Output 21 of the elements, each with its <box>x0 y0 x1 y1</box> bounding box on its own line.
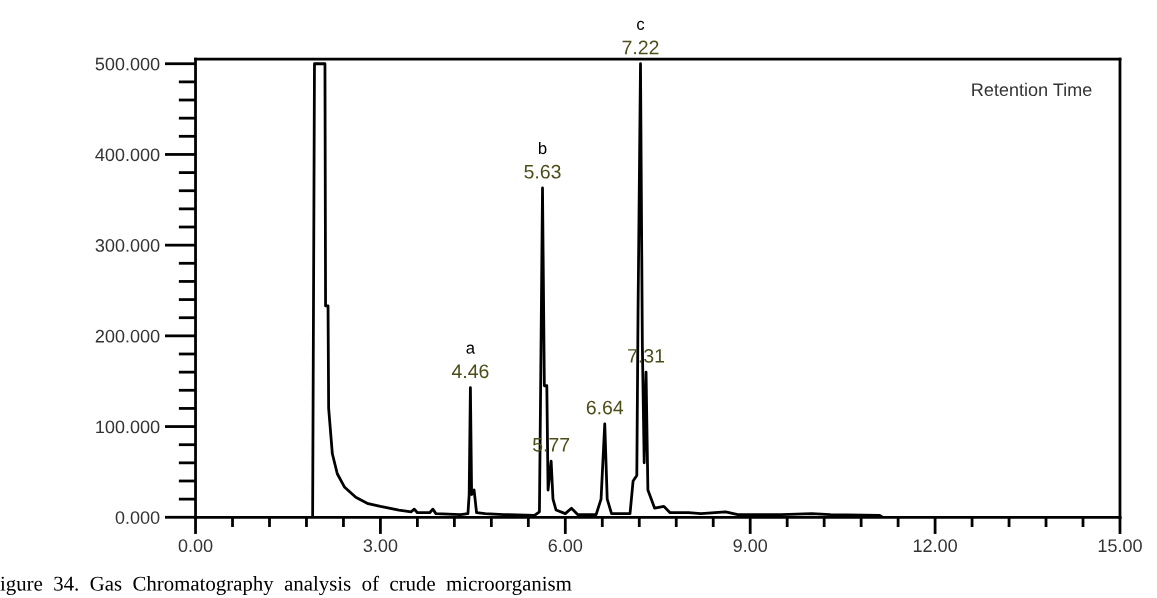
y-tick-label: 300.000 <box>95 239 160 252</box>
x-tick-label: 12.00 <box>913 539 957 553</box>
y-tick-label: 0.000 <box>115 511 160 524</box>
annotation: b <box>538 141 547 155</box>
annotation: 7.22 <box>622 40 659 55</box>
annotation: 6.64 <box>586 400 624 415</box>
annotation: c <box>637 20 645 30</box>
x-tick-label: 15.00 <box>1098 539 1142 553</box>
x-tick-label: 6.00 <box>548 539 583 553</box>
x-tick-label: 9.00 <box>733 539 768 553</box>
x-tick-label: 3.00 <box>363 539 398 553</box>
y-tick-label: 200.000 <box>95 329 160 343</box>
y-tick-label: 400.000 <box>95 148 160 162</box>
annotation: 5.63 <box>524 164 561 179</box>
x-tick-label: 0.00 <box>178 539 213 553</box>
y-tick-label: 500.000 <box>95 57 160 71</box>
text: igure 34. Gas Chromatography analysis of crude microorganism <box>0 575 572 596</box>
annotation: a <box>466 344 476 354</box>
annotation: Retention Time <box>972 82 1092 97</box>
annotation: 4.46 <box>451 364 489 379</box>
y-tick-label: 100.000 <box>96 420 160 434</box>
